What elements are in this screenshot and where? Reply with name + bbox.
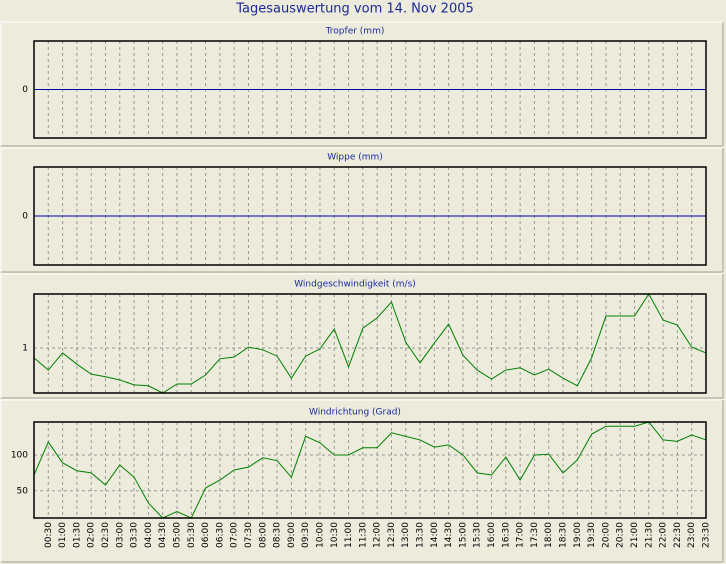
x-tick-label: 15:30 (473, 522, 483, 548)
plot-frame (33, 40, 707, 139)
x-tick-label: 23:30 (702, 522, 712, 548)
y-tick-label: 100 (11, 450, 28, 460)
y-tick-label: 0 (22, 85, 28, 95)
x-tick-label: 07:30 (244, 522, 254, 548)
data-line (33, 293, 707, 394)
x-tick-label: 10:00 (315, 522, 325, 548)
x-tick-label: 13:30 (416, 522, 426, 548)
x-tick-label: 03:30 (130, 522, 140, 548)
x-tick-label: 01:00 (58, 522, 68, 548)
plot-frame (33, 421, 707, 519)
x-tick-label: 11:00 (344, 522, 354, 548)
x-tick-label: 06:00 (201, 522, 211, 548)
x-tick-label: 08:30 (273, 522, 283, 548)
x-tick-label: 12:30 (387, 522, 397, 548)
x-tick-label: 21:30 (644, 522, 654, 548)
x-tick-label: 14:30 (444, 522, 454, 548)
x-tick-label: 13:00 (401, 522, 411, 548)
x-tick-label: 16:30 (501, 522, 511, 548)
x-tick-label: 07:00 (230, 522, 240, 548)
x-tick-label: 22:30 (673, 522, 683, 548)
x-tick-label: 23:00 (687, 522, 697, 548)
x-tick-label: 18:30 (559, 522, 569, 548)
plot-area (34, 294, 706, 393)
data-line (33, 421, 707, 519)
x-tick-label: 22:00 (659, 522, 669, 548)
x-tick-label: 10:30 (330, 522, 340, 548)
chart-title: Windrichtung (Grad) (309, 408, 401, 418)
x-tick-label: 17:00 (516, 522, 526, 548)
x-tick-label: 05:00 (172, 522, 182, 548)
plot-frame (33, 166, 707, 266)
x-tick-label: 00:30 (44, 522, 54, 548)
x-tick-label: 04:30 (158, 522, 168, 548)
page-title: Tagesauswertung vom 14. Nov 2005 (235, 2, 474, 17)
x-tick-label: 06:30 (215, 522, 225, 548)
y-tick-label: 0 (22, 212, 28, 222)
x-tick-label: 03:00 (115, 522, 125, 548)
x-tick-label: 21:00 (630, 522, 640, 548)
x-tick-label: 20:30 (616, 522, 626, 548)
x-tick-label: 04:00 (144, 522, 154, 548)
x-tick-label: 05:30 (187, 522, 197, 548)
y-tick-label: 1 (22, 344, 28, 354)
x-tick-label: 11:30 (358, 522, 368, 548)
x-tick-label: 19:00 (573, 522, 583, 548)
x-tick-label: 15:00 (458, 522, 468, 548)
chart-title: Tropfer (mm) (325, 27, 385, 37)
x-tick-label: 02:30 (101, 522, 111, 548)
x-tick-label: 02:00 (87, 522, 97, 548)
x-tick-label: 20:00 (601, 522, 611, 548)
chart-title: Windgeschwindigkeit (m/s) (294, 280, 416, 290)
x-tick-label: 12:00 (373, 522, 383, 548)
chart-title: Wippe (mm) (327, 153, 383, 163)
x-tick-label: 08:00 (258, 522, 268, 548)
x-tick-label: 01:30 (72, 522, 82, 548)
x-tick-label: 09:30 (301, 522, 311, 548)
x-tick-label: 17:30 (530, 522, 540, 548)
x-tick-label: 19:30 (587, 522, 597, 548)
x-tick-label: 16:00 (487, 522, 497, 548)
y-tick-label: 50 (17, 486, 29, 496)
x-tick-label: 14:00 (430, 522, 440, 548)
plot-area (34, 422, 706, 518)
plot-frame (33, 293, 707, 394)
x-tick-label: 09:00 (287, 522, 297, 548)
x-tick-label: 18:00 (544, 522, 554, 548)
